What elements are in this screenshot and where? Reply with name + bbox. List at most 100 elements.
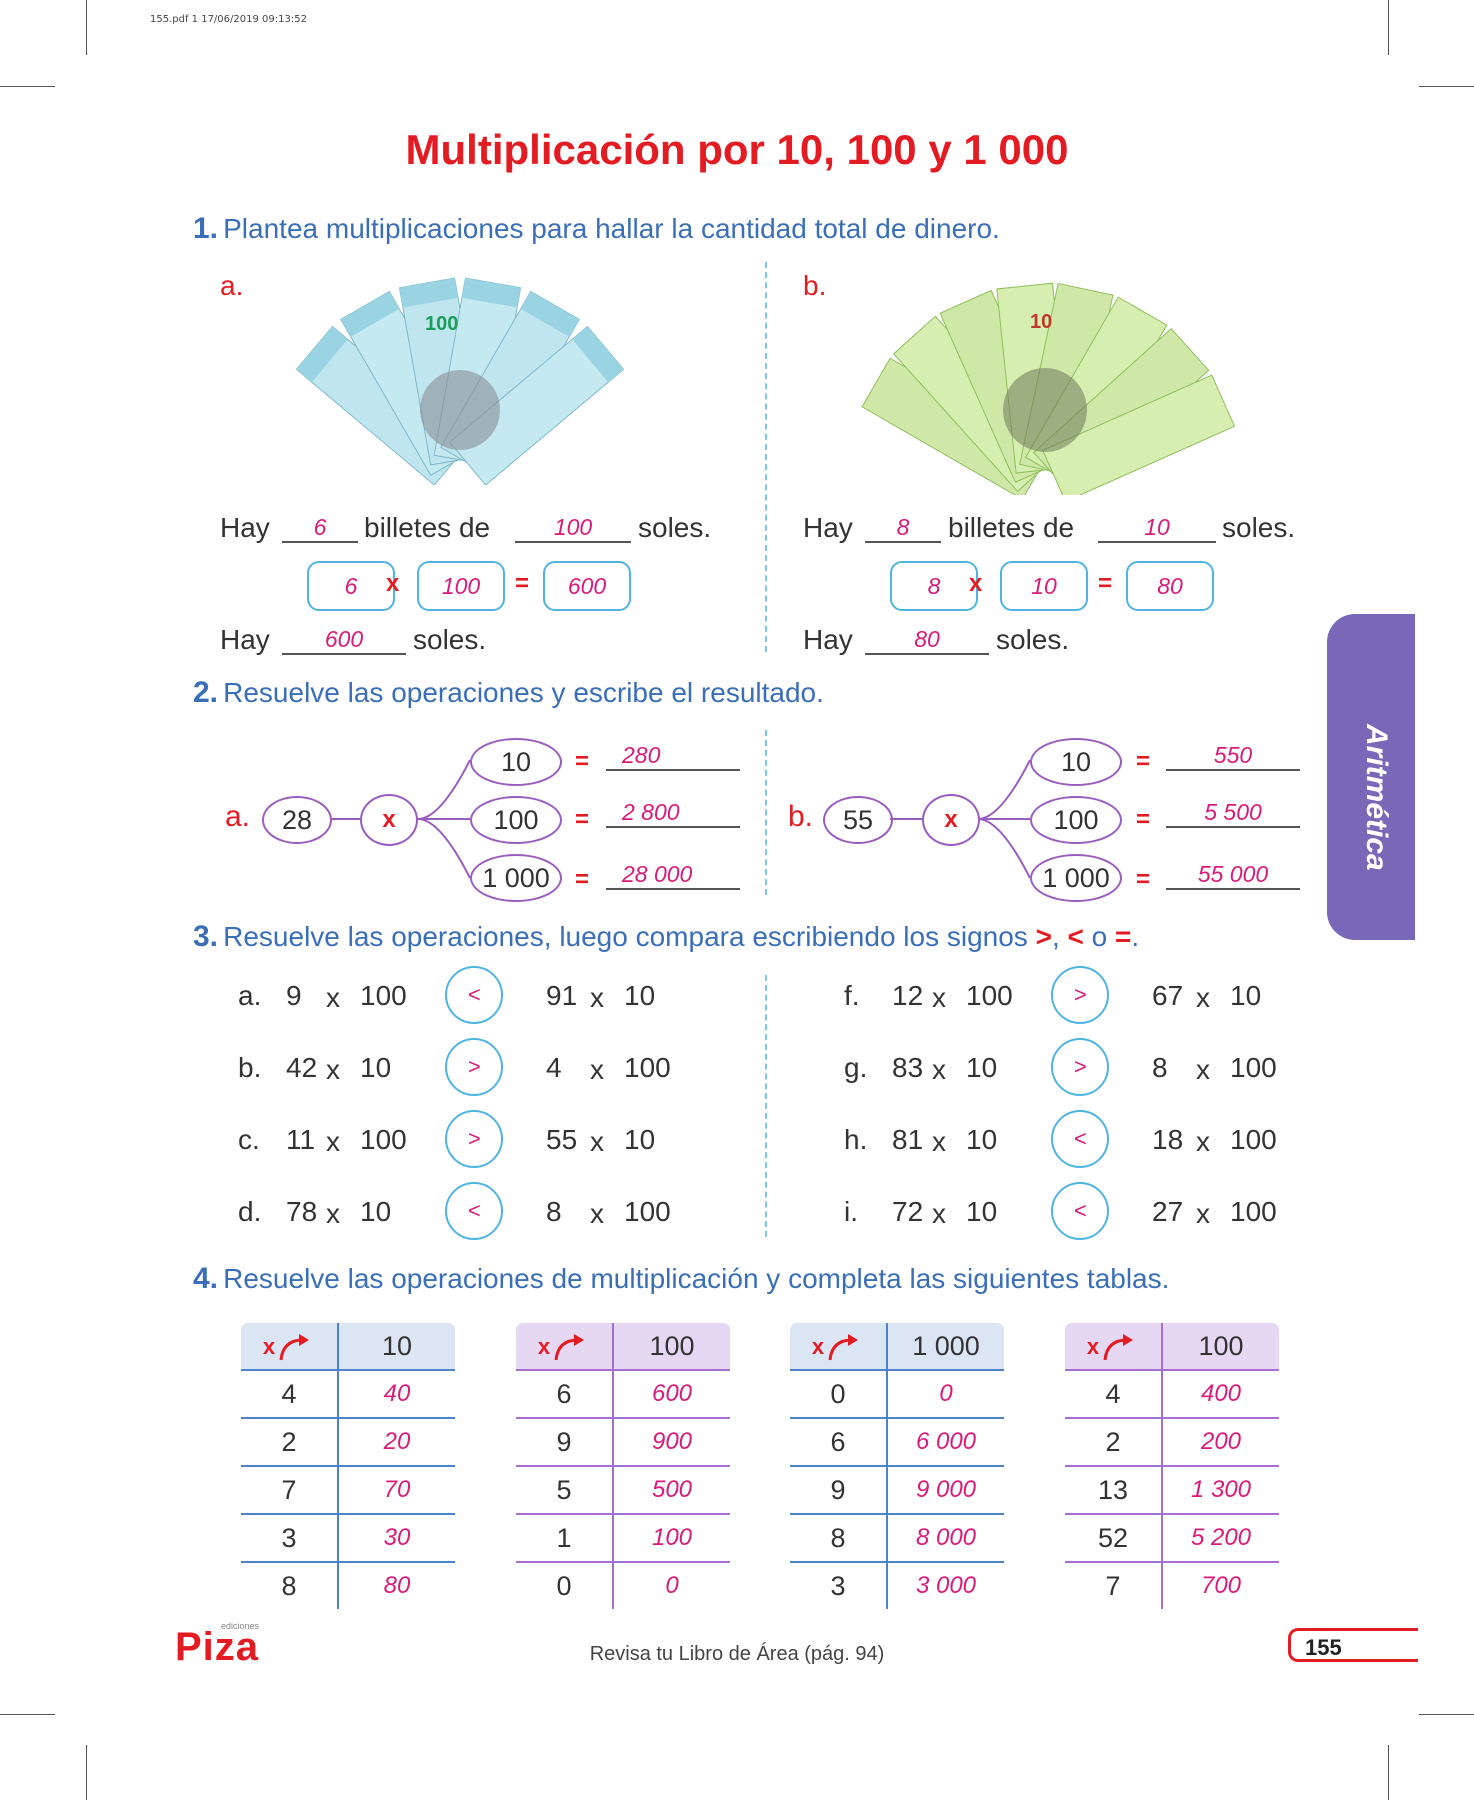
product-cell: 70 [337, 1465, 455, 1515]
times-sign: x [262, 1334, 276, 1360]
multiplier-oval: 10 [1030, 738, 1122, 786]
page-number: 155 [1288, 1628, 1418, 1662]
factor-cell: 2 [1065, 1417, 1163, 1467]
operand: 10 [360, 1052, 392, 1083]
product-cell: 600 [612, 1369, 730, 1419]
factor-cell: 0 [516, 1561, 614, 1609]
operand: 100 [966, 980, 1013, 1011]
hay-label: Hay [220, 624, 270, 655]
table-row: 4 40 [241, 1369, 455, 1419]
multiplier-oval: 100 [1030, 796, 1122, 844]
factor-box: 8 [890, 561, 978, 611]
comparison-circle: < [445, 1182, 503, 1240]
multiplier-oval: 100 [470, 796, 562, 844]
product-cell: 3 000 [886, 1561, 1004, 1609]
side-tab: Aritmética [1327, 614, 1415, 940]
operand: 100 [624, 1052, 671, 1083]
item-letter: b. [803, 270, 827, 301]
comparison-circle: < [1051, 1110, 1109, 1168]
operand: 4 [546, 1052, 562, 1083]
comparison-circle: < [445, 966, 503, 1024]
operand: 100 [1230, 1052, 1277, 1083]
curved-arrow-icon [554, 1333, 585, 1361]
hay-label: Hay [803, 624, 853, 655]
hay-label: Hay [803, 512, 853, 543]
operand: 8 [1152, 1052, 1168, 1083]
value-answer: 100 [515, 514, 631, 543]
factor-cell: 1 [516, 1513, 614, 1563]
equals-sign: = [1098, 570, 1113, 597]
operand: 72 [892, 1196, 924, 1227]
factor-cell: 0 [790, 1369, 888, 1419]
item-letter: a. [220, 270, 244, 301]
factor-cell: 3 [241, 1513, 339, 1563]
operand: 12 [892, 980, 924, 1011]
factor-cell: 2 [241, 1417, 339, 1467]
operand: 100 [1230, 1124, 1277, 1155]
factor-cell: 7 [1065, 1561, 1163, 1609]
banknote-fan-100: 100 [295, 277, 625, 485]
times-sign: x [1086, 1334, 1100, 1360]
operand: 18 [1152, 1124, 1184, 1155]
operand: 81 [892, 1124, 924, 1155]
value-answer: 10 [1098, 514, 1216, 543]
product-box: 600 [543, 561, 631, 611]
header-operator-cell: x [516, 1323, 614, 1371]
multiplication-table: x 10 4 40 2 20 7 70 3 30 8 80 [238, 1320, 458, 1612]
multiplier-oval: 1 000 [470, 854, 562, 902]
times-sign: x [326, 982, 340, 1013]
operand: 100 [1230, 1196, 1277, 1227]
question-text: Plantea multiplicaciones para hallar la … [223, 213, 1000, 244]
product-cell: 5 200 [1161, 1513, 1279, 1563]
product-cell: 6 000 [886, 1417, 1004, 1467]
print-header: 155.pdf 1 17/06/2019 09:13:52 [150, 14, 307, 25]
operand: 11 [286, 1124, 316, 1155]
factor-box: 100 [417, 561, 505, 611]
factor-cell: 9 [790, 1465, 888, 1515]
times-sign: x [811, 1334, 825, 1360]
table-row: 7 70 [241, 1465, 455, 1515]
times-node: x [922, 794, 980, 846]
product-cell: 200 [1161, 1417, 1279, 1467]
header-multiplier-cell: 10 [337, 1323, 455, 1371]
product-box: 80 [1126, 561, 1214, 611]
times-sign: x [1196, 1198, 1210, 1229]
factor-cell: 7 [241, 1465, 339, 1515]
comparison-circle: < [1051, 1182, 1109, 1240]
operand: 10 [624, 1124, 656, 1155]
operand: 100 [624, 1196, 671, 1227]
table-row: 3 30 [241, 1513, 455, 1563]
multiplication-table: x 100 6 600 9 900 5 500 1 100 0 0 [513, 1320, 733, 1612]
times-node: x [360, 794, 418, 846]
multiplication-tree-lines [330, 759, 1031, 879]
product-cell: 900 [612, 1417, 730, 1467]
billetes-label: billetes de [364, 512, 491, 543]
factor-cell: 9 [516, 1417, 614, 1467]
item-letter: i. [844, 1196, 858, 1227]
item-letter: a. [238, 980, 262, 1011]
table-row: 4 400 [1065, 1369, 1279, 1419]
operand: 8 [546, 1196, 562, 1227]
multiplication-table: x 1 000 0 0 6 6 000 9 9 000 8 8 000 3 3 000 [787, 1320, 1007, 1612]
billetes-label: billetes de [948, 512, 1075, 543]
total-answer: 600 [282, 626, 406, 655]
product-cell: 80 [337, 1561, 455, 1609]
item-letter: c. [238, 1124, 260, 1155]
multiplier-oval: 10 [470, 738, 562, 786]
times-sign: x [537, 1334, 551, 1360]
total-answer: 80 [865, 626, 989, 655]
operand: 10 [624, 980, 656, 1011]
factor-cell: 5 [516, 1465, 614, 1515]
item-letter: h. [844, 1124, 868, 1155]
operand: 91 [546, 980, 578, 1011]
item-letter: d. [238, 1196, 262, 1227]
comparison-circle: > [445, 1110, 503, 1168]
question-text: Resuelve las operaciones, luego compara … [223, 921, 1140, 952]
bill-label: 100 [425, 313, 458, 335]
operand: 10 [360, 1196, 392, 1227]
operand: 83 [892, 1052, 924, 1083]
factor-cell: 8 [790, 1513, 888, 1563]
table-row: 13 1 300 [1065, 1465, 1279, 1515]
times-sign: x [590, 1054, 604, 1085]
